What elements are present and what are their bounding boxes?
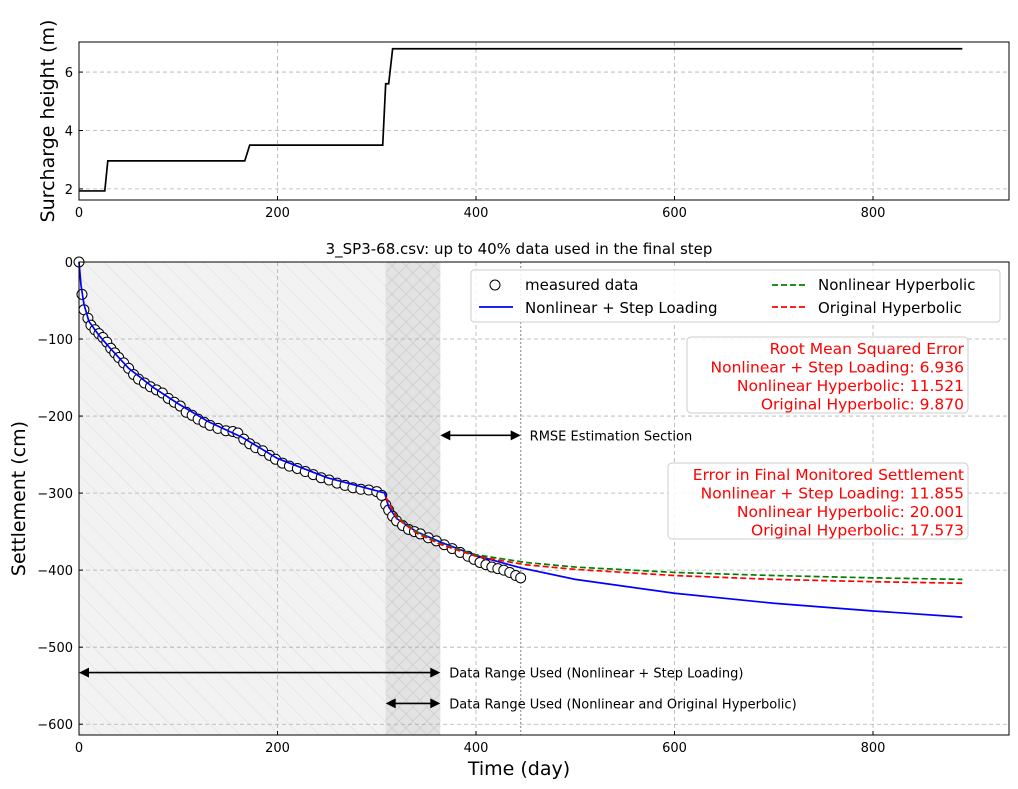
x-tick-label: 0 (75, 741, 83, 756)
original-hyperbolic-line (384, 496, 963, 585)
legend-frame (470, 269, 1001, 323)
box-text-line: Original Hyperbolic: 17.573 (751, 522, 964, 540)
x-tick-label: 600 (662, 741, 687, 756)
annotation-label: Data Range Used (Nonlinear + Step Loadin… (449, 667, 743, 682)
rmse-box (686, 336, 969, 414)
x-tick-label: 800 (861, 741, 886, 756)
y-tick-label: −500 (37, 641, 73, 656)
box-text-line: Nonlinear + Step Loading: 11.855 (701, 485, 964, 503)
arrow-head-left (385, 698, 396, 709)
annotation-label: RMSE Estimation Section (530, 429, 693, 444)
nonlinear-hyperbolic-line (384, 496, 963, 581)
settlement-chart: 0 200 400 600 800 0 −100 −200 −300 −400 −500 −600 3_… (8, 240, 1010, 780)
arrow-head-right (430, 698, 441, 709)
measured-point (515, 572, 527, 584)
axes-frame (78, 261, 1010, 736)
legend-label: Nonlinear + Step Loading (525, 299, 718, 317)
box-text-line: Nonlinear + Step Loading: 6.936 (711, 359, 964, 377)
x-tick-label: 200 (265, 741, 290, 756)
y-tick-label: −400 (37, 564, 73, 579)
surcharge-chart: 0 200 400 600 800 2 4 6 Surcharge height (m) (37, 20, 1010, 223)
legend-marker-measured (489, 279, 501, 291)
y-tick-label: −300 (37, 487, 73, 502)
y-tick-label: −600 (37, 718, 73, 733)
y-tick-label: 6 (65, 66, 73, 81)
x-axis-label: Time (day) (467, 758, 570, 780)
y-tick-label: −100 (37, 333, 73, 348)
arrow-head-left (79, 667, 89, 678)
box-text-line: Nonlinear Hyperbolic: 11.521 (737, 377, 964, 395)
x-tick-label: 800 (861, 206, 886, 221)
legend: measured data Nonlinear + Step Loading Non… (470, 269, 1001, 323)
y-tick-label: −200 (37, 410, 73, 425)
y-tick-label: 0 (65, 256, 73, 271)
legend-label: measured data (525, 276, 639, 294)
hatch-region-hyperbolic (385, 262, 441, 735)
legend-label: Original Hyperbolic (818, 299, 962, 317)
surcharge-line (79, 47, 963, 192)
box-text-line: Error in Final Monitored Settlement (693, 466, 964, 484)
annotation-label: Data Range Used (Nonlinear and Original … (449, 697, 796, 712)
y-tick-label: 4 (65, 124, 73, 139)
y-axis-label: Surcharge height (m) (37, 20, 59, 223)
y-axis-label: Settlement (cm) (8, 421, 30, 576)
axes-frame (78, 41, 1010, 201)
arrow-head-right (510, 430, 521, 441)
x-tick-label: 400 (464, 206, 489, 221)
x-tick-label: 400 (464, 741, 489, 756)
chart-title: 3_SP3-68.csv: up to 40% data used in the… (326, 240, 713, 259)
legend-label: Nonlinear Hyperbolic (818, 276, 975, 294)
x-tick-label: 600 (662, 206, 687, 221)
x-tick-label: 200 (265, 206, 290, 221)
final-error-box (667, 462, 969, 540)
x-tick-label: 0 (75, 206, 83, 221)
box-text-line: Nonlinear Hyperbolic: 20.001 (737, 503, 964, 521)
arrow-head-right (430, 667, 441, 678)
box-text-line: Root Mean Squared Error (770, 340, 965, 358)
arrow-head-left (440, 430, 451, 441)
nonlinear-step-line (78, 261, 963, 618)
y-tick-label: 2 (65, 183, 73, 198)
box-text-line: Original Hyperbolic: 9.870 (761, 396, 964, 414)
